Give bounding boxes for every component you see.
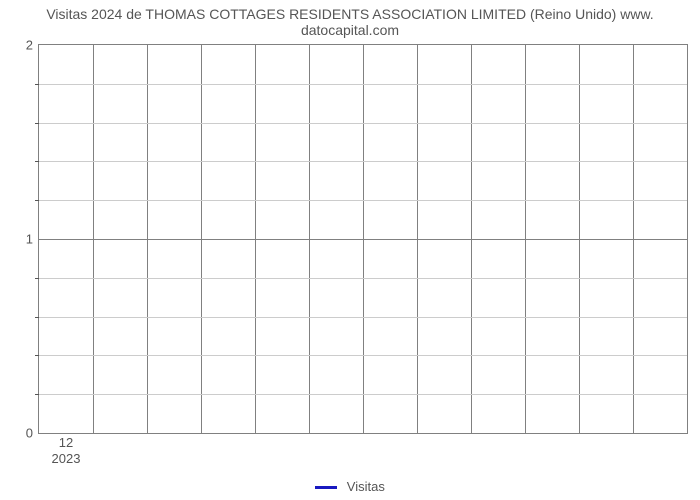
y-tick-minor — [35, 394, 39, 395]
grid-hline-minor — [39, 123, 687, 124]
grid-hline-major — [39, 239, 687, 240]
y-axis-label: 2 — [26, 38, 33, 53]
y-tick-minor — [35, 161, 39, 162]
grid-hline-minor — [39, 278, 687, 279]
y-tick-minor — [35, 84, 39, 85]
legend: Visitas — [0, 479, 700, 494]
y-tick-minor — [35, 355, 39, 356]
y-tick-minor — [35, 200, 39, 201]
plot-area: 012122023 — [38, 44, 688, 434]
grid-hline-minor — [39, 394, 687, 395]
grid-hline-minor — [39, 161, 687, 162]
title-line-2: datocapital.com — [301, 22, 399, 38]
grid-hline-minor — [39, 317, 687, 318]
y-tick-minor — [35, 123, 39, 124]
x-axis-label: 12 — [59, 435, 73, 450]
title-line-1: Visitas 2024 de THOMAS COTTAGES RESIDENT… — [46, 6, 653, 22]
x-axis-year-label: 2023 — [52, 451, 81, 466]
grid-hline-minor — [39, 200, 687, 201]
y-tick-minor — [35, 278, 39, 279]
legend-swatch — [315, 486, 337, 489]
y-axis-label: 0 — [26, 426, 33, 441]
legend-label: Visitas — [347, 479, 385, 494]
grid-hline-minor — [39, 84, 687, 85]
chart-title: Visitas 2024 de THOMAS COTTAGES RESIDENT… — [0, 6, 700, 38]
chart-container: { "chart": { "type": "line", "title_line… — [0, 0, 700, 500]
y-tick-minor — [35, 317, 39, 318]
y-axis-label: 1 — [26, 232, 33, 247]
grid-hline-minor — [39, 355, 687, 356]
